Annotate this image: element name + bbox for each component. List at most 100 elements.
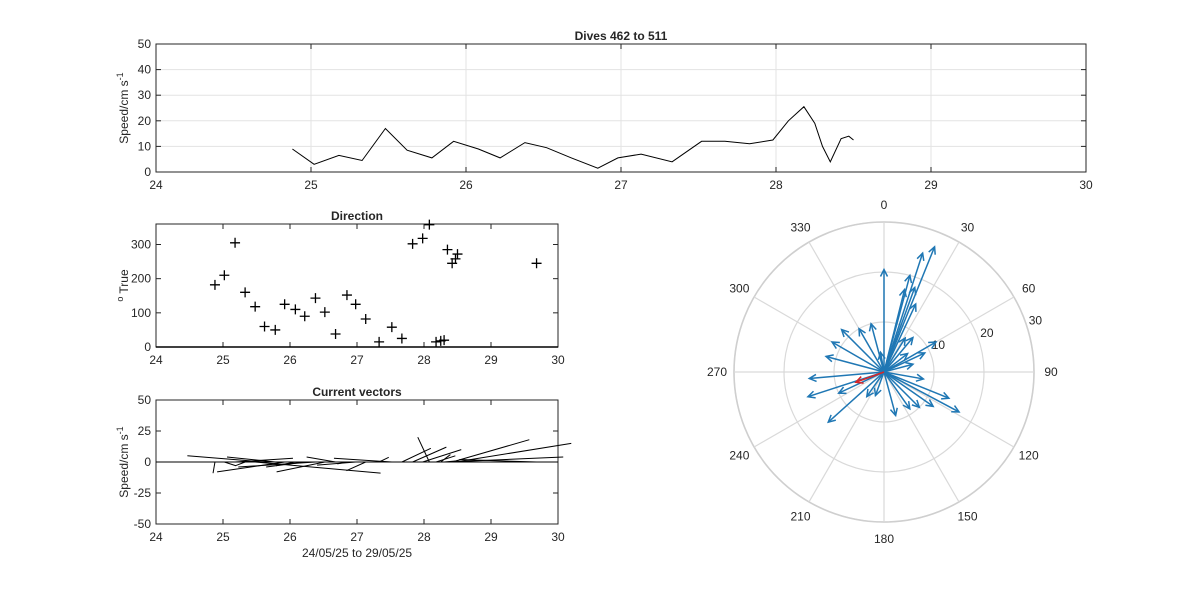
x-tick-label: 28	[769, 178, 783, 192]
speed-series-line	[292, 105, 854, 169]
x-tick-label: 28	[417, 530, 431, 544]
x-tick-label: 29	[484, 353, 498, 367]
compass-vector	[855, 371, 885, 383]
current-vector	[212, 461, 216, 474]
compass-vector	[883, 363, 914, 373]
compass-vector	[883, 371, 897, 416]
compass-vector-head	[909, 302, 917, 312]
y-tick-label: 20	[138, 114, 152, 128]
y-axis-label-unit-sup: -1	[115, 426, 125, 434]
compass-vector	[883, 337, 914, 373]
compass-vector	[858, 328, 885, 373]
compass-vector-head	[840, 328, 850, 338]
current-vector	[306, 456, 336, 463]
compass-vector-head	[807, 373, 817, 383]
chart-title: Direction	[331, 209, 383, 223]
y-tick-label: 300	[131, 238, 151, 252]
current-vector	[440, 454, 451, 463]
x-tick-label: 27	[350, 530, 364, 544]
compass-vector	[883, 371, 950, 399]
compass-vector-head	[928, 245, 936, 255]
compass-vector	[883, 371, 911, 410]
y-tick-label: -50	[134, 517, 152, 531]
current-vector	[333, 457, 392, 463]
y-tick-label: 25	[138, 424, 152, 438]
compass-vector	[831, 341, 885, 373]
compass-vector	[883, 337, 906, 373]
y-axis-label-text: Speed/cm s	[117, 434, 131, 497]
compass-vector-head	[858, 327, 866, 337]
y-axis-label: Speed/cm s-1	[115, 426, 131, 497]
current-vector	[346, 461, 366, 472]
angle-tick-label: 180	[874, 532, 894, 546]
compass-vector-head	[854, 376, 864, 384]
x-tick-label: 27	[350, 353, 364, 367]
compass-vector	[883, 287, 916, 373]
compass-vector-head	[879, 267, 889, 277]
current-vector	[459, 459, 537, 463]
compass-vector-head	[902, 401, 911, 411]
x-tick-label: 29	[924, 178, 938, 192]
direction-point	[250, 301, 261, 312]
compass-vector-head	[904, 273, 913, 284]
y-tick-label: 50	[138, 37, 152, 51]
compass-vector-head	[827, 414, 837, 424]
compass-vector-head	[916, 352, 927, 360]
y-tick-label: 50	[138, 393, 152, 407]
compass-vector	[883, 246, 936, 373]
x-tick-label: 25	[304, 178, 318, 192]
compass-vector-head	[916, 251, 925, 261]
x-tick-label: 25	[216, 353, 230, 367]
compass-vector-head	[905, 361, 915, 370]
current-vector	[447, 456, 564, 463]
compass-vector-head	[806, 390, 816, 399]
angular-grid-spoke	[753, 371, 885, 448]
compass-vector-head	[911, 399, 921, 409]
compass-vector	[883, 341, 937, 373]
angular-grid-spoke	[883, 371, 1015, 448]
y-tick-label: 30	[138, 88, 152, 102]
direction-point	[439, 335, 450, 346]
compass-vector-head	[877, 350, 886, 361]
y-tick-label: 10	[138, 139, 152, 153]
x-tick-label: 24	[149, 178, 163, 192]
compass-vector-head	[865, 388, 875, 398]
compass-vector	[841, 329, 885, 373]
direction-point	[299, 311, 310, 322]
x-tick-label: 26	[459, 178, 473, 192]
compass-vector-head	[898, 287, 907, 298]
compass-vector-head	[905, 336, 915, 346]
compass-vector	[883, 303, 917, 373]
current-vector	[235, 461, 246, 467]
x-tick-label: 30	[551, 530, 565, 544]
current-vector	[435, 455, 456, 463]
compass-vector	[883, 371, 960, 413]
compass-vector	[883, 289, 906, 373]
angular-grid-spoke	[883, 371, 960, 503]
direction-point	[259, 321, 270, 332]
angle-tick-label: 330	[790, 220, 810, 234]
y-tick-label: 200	[131, 272, 151, 286]
compass-vector-head	[873, 387, 882, 398]
compass-vector	[883, 371, 924, 380]
direction-point	[240, 287, 251, 298]
direction-point	[219, 270, 230, 281]
y-axis-label-degree-sup: o	[115, 297, 125, 302]
compass-vector-head	[898, 336, 907, 346]
current-vector	[276, 461, 325, 473]
direction-point	[417, 233, 428, 244]
current-vector	[317, 461, 356, 466]
y-tick-label: 40	[138, 63, 152, 77]
angle-tick-label: 30	[961, 220, 975, 234]
current-vector	[417, 436, 430, 463]
compass-vector-head	[837, 386, 847, 395]
compass-vector-head	[899, 352, 909, 361]
compass-vector	[879, 352, 885, 373]
compass-vector-head	[915, 373, 926, 382]
current-vector	[217, 461, 285, 473]
current-vector	[226, 456, 276, 463]
compass-vector	[883, 371, 934, 408]
